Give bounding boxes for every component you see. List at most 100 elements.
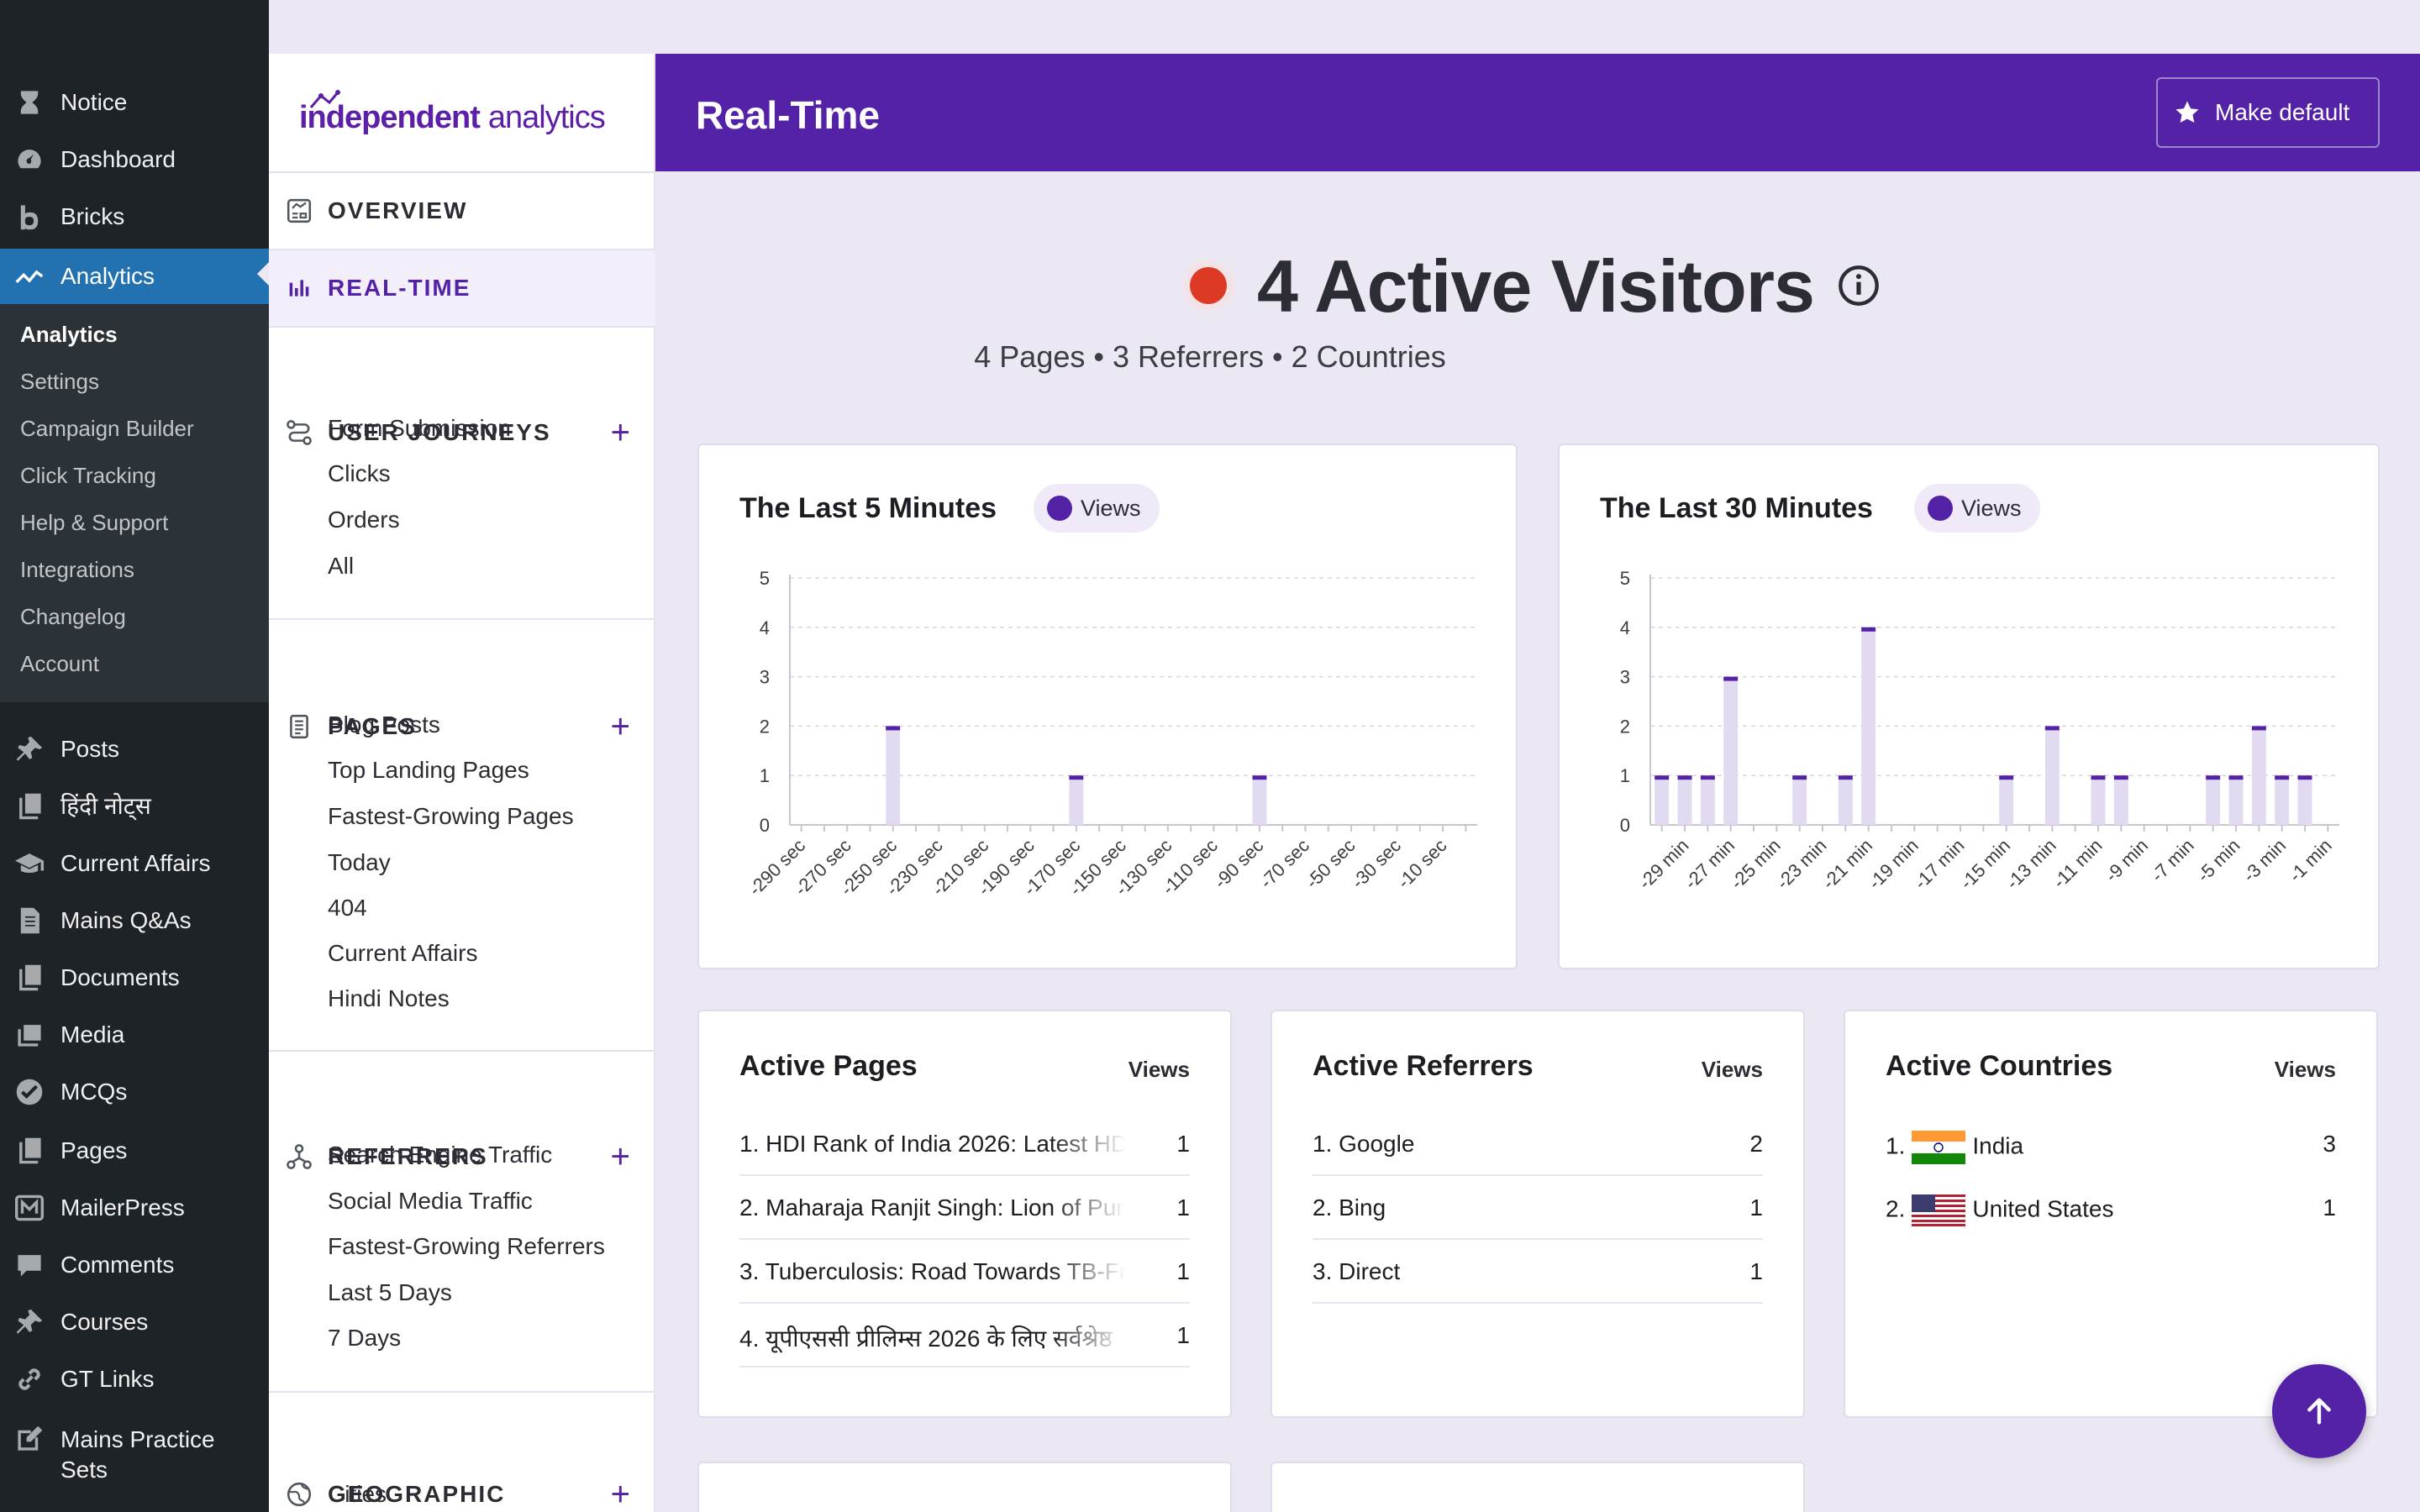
submenu-analytics[interactable]: Analytics bbox=[20, 322, 118, 347]
legend-views[interactable]: Views bbox=[1914, 484, 2040, 533]
add-referrer-button[interactable]: + bbox=[610, 1137, 630, 1175]
nav-geographic[interactable]: GEOGRAPHIC + bbox=[269, 1457, 655, 1512]
nav-sub-today[interactable]: Today bbox=[328, 849, 391, 875]
menu-courses[interactable]: Courses bbox=[0, 1297, 269, 1347]
nav-sub-404[interactable]: 404 bbox=[328, 895, 367, 921]
submenu-changelog[interactable]: Changelog bbox=[20, 604, 126, 629]
nav-sub-cities[interactable]: Cities bbox=[328, 1481, 387, 1507]
bar[interactable] bbox=[2275, 775, 2290, 825]
menu-label: Analytics bbox=[60, 263, 155, 289]
menu-mains-practice-sets[interactable]: Mains Practice Sets bbox=[0, 1423, 269, 1490]
table-row[interactable]: 3. Direct 1 bbox=[1313, 1240, 1763, 1304]
nav-sub-blog-posts[interactable]: Blog Posts bbox=[328, 711, 440, 738]
bar[interactable] bbox=[1700, 775, 1715, 825]
table-row[interactable]: 4. यूपीएससी प्रीलिम्स 2026 के लिए सर्वश्… bbox=[739, 1304, 1190, 1368]
bar[interactable] bbox=[1252, 775, 1267, 825]
bar[interactable] bbox=[1655, 775, 1670, 825]
table-row[interactable]: 3. Tuberculosis: Road Towards TB-Free 1 bbox=[739, 1240, 1190, 1304]
bar[interactable] bbox=[2297, 775, 2312, 825]
nav-sub-last-5-days[interactable]: Last 5 Days bbox=[328, 1279, 452, 1305]
page-views: 1 bbox=[1176, 1194, 1190, 1221]
bar-top bbox=[1861, 627, 1876, 632]
bar[interactable] bbox=[886, 726, 901, 825]
bar[interactable] bbox=[1999, 775, 2014, 825]
table-row[interactable]: 1. Google 2 bbox=[1313, 1112, 1763, 1176]
bar-top bbox=[2044, 726, 2060, 731]
independent-analytics-logo[interactable]: independent analytics bbox=[299, 84, 606, 151]
legend-views[interactable]: Views bbox=[1034, 484, 1160, 533]
menu-posts[interactable]: Posts bbox=[0, 724, 269, 774]
table-row[interactable]: 2. Bing 1 bbox=[1313, 1176, 1763, 1240]
submenu-integrations[interactable]: Integrations bbox=[20, 557, 134, 582]
nav-sub-current-affairs[interactable]: Current Affairs bbox=[328, 940, 478, 966]
menu-current-affairs[interactable]: Current Affairs bbox=[0, 838, 269, 889]
nav-sub-7-days[interactable]: 7 Days bbox=[328, 1325, 402, 1351]
bar[interactable] bbox=[1723, 676, 1739, 825]
nav-sub-orders[interactable]: Orders bbox=[328, 507, 400, 533]
menu-mcqs[interactable]: MCQs bbox=[0, 1067, 269, 1117]
menu-comments[interactable]: Comments bbox=[0, 1240, 269, 1290]
nav-pages-label: PAGES bbox=[328, 713, 417, 739]
submenu-click-tracking[interactable]: Click Tracking bbox=[20, 463, 156, 488]
menu-mailerpress[interactable]: MailerPress bbox=[0, 1183, 269, 1233]
table-row[interactable]: 1. India 3 bbox=[1886, 1112, 2336, 1176]
submenu-settings[interactable]: Settings bbox=[20, 369, 99, 394]
nav-sub-search-engine-traffic[interactable]: Search Engine Traffic bbox=[328, 1142, 553, 1168]
x-tick-label: -21 min bbox=[1818, 835, 1877, 894]
nav-sub-top-landing-pages[interactable]: Top Landing Pages bbox=[328, 757, 529, 783]
bar[interactable] bbox=[1677, 775, 1692, 825]
menu-media[interactable]: Media bbox=[0, 1010, 269, 1060]
submenu-campaign-builder[interactable]: Campaign Builder bbox=[20, 416, 194, 441]
menu-documents[interactable]: Documents bbox=[0, 953, 269, 1003]
nav-referrers-label: REFERRERS bbox=[328, 1143, 488, 1169]
bar[interactable] bbox=[2113, 775, 2128, 825]
table-row[interactable]: 2. United States 1 bbox=[1886, 1176, 2336, 1240]
menu-mains-qas[interactable]: Mains Q&As bbox=[0, 895, 269, 946]
table-row[interactable]: 1. HDI Rank of India 2026: Latest HDI 1 bbox=[739, 1112, 1190, 1176]
menu-notice[interactable]: Notice bbox=[0, 77, 269, 128]
nav-sub-clicks[interactable]: Clicks bbox=[328, 460, 391, 486]
menu-bricks[interactable]: Bricks bbox=[0, 192, 269, 242]
bar[interactable] bbox=[2228, 775, 2244, 825]
bar[interactable] bbox=[2206, 775, 2221, 825]
bar[interactable] bbox=[1792, 775, 1807, 825]
bar[interactable] bbox=[1069, 775, 1084, 825]
nav-sub-social-media-traffic[interactable]: Social Media Traffic bbox=[328, 1188, 533, 1214]
menu-dashboard[interactable]: Dashboard bbox=[0, 134, 269, 185]
nav-user-journeys[interactable]: USER JOURNEYS + bbox=[269, 395, 655, 470]
bar[interactable] bbox=[2044, 726, 2060, 825]
menu-hindi-notes[interactable]: हिंदी नोट्स bbox=[0, 781, 269, 832]
bar[interactable] bbox=[1861, 627, 1876, 825]
info-icon[interactable] bbox=[1837, 264, 1881, 307]
nav-sub-fastest-growing-pages[interactable]: Fastest-Growing Pages bbox=[328, 803, 574, 829]
admin-sidebar: Notice Dashboard Bricks Analytics Analyt… bbox=[0, 0, 269, 1512]
mail-icon bbox=[15, 1194, 44, 1222]
menu-pages[interactable]: Pages bbox=[0, 1126, 269, 1176]
menu-gt-links[interactable]: GT Links bbox=[0, 1354, 269, 1404]
globe-icon bbox=[286, 1481, 313, 1508]
nav-realtime[interactable]: REAL-TIME bbox=[269, 250, 655, 326]
bar[interactable] bbox=[1838, 775, 1853, 825]
x-tick-label: -13 min bbox=[2002, 835, 2060, 894]
bar[interactable] bbox=[2091, 775, 2106, 825]
menu-analytics[interactable]: Analytics bbox=[0, 249, 269, 304]
nav-overview[interactable]: OVERVIEW bbox=[269, 173, 655, 249]
checkmark-icon bbox=[15, 1078, 44, 1106]
y-tick-label: 4 bbox=[760, 617, 770, 638]
add-geographic-button[interactable]: + bbox=[610, 1475, 630, 1512]
make-default-button[interactable]: Make default bbox=[2156, 77, 2380, 148]
table-row[interactable]: 2. Maharaja Ranjit Singh: Lion of Punjab… bbox=[739, 1176, 1190, 1240]
nav-sub-hindi-notes[interactable]: Hindi Notes bbox=[328, 985, 450, 1011]
nav-sub-fastest-growing-referrers[interactable]: Fastest-Growing Referrers bbox=[328, 1233, 605, 1259]
add-page-button[interactable]: + bbox=[610, 707, 630, 745]
submenu-account[interactable]: Account bbox=[20, 651, 99, 676]
nav-sub-all[interactable]: All bbox=[328, 553, 355, 579]
nav-referrers[interactable]: REFERRERS + bbox=[269, 1119, 655, 1194]
submenu-help-support[interactable]: Help & Support bbox=[20, 510, 169, 535]
scroll-to-top-button[interactable] bbox=[2272, 1364, 2366, 1458]
add-journey-button[interactable]: + bbox=[610, 413, 630, 451]
nav-sub-form-submission[interactable]: Form Submission bbox=[328, 415, 511, 441]
bar[interactable] bbox=[2251, 726, 2266, 825]
nav-pages[interactable]: PAGES + bbox=[269, 689, 655, 764]
